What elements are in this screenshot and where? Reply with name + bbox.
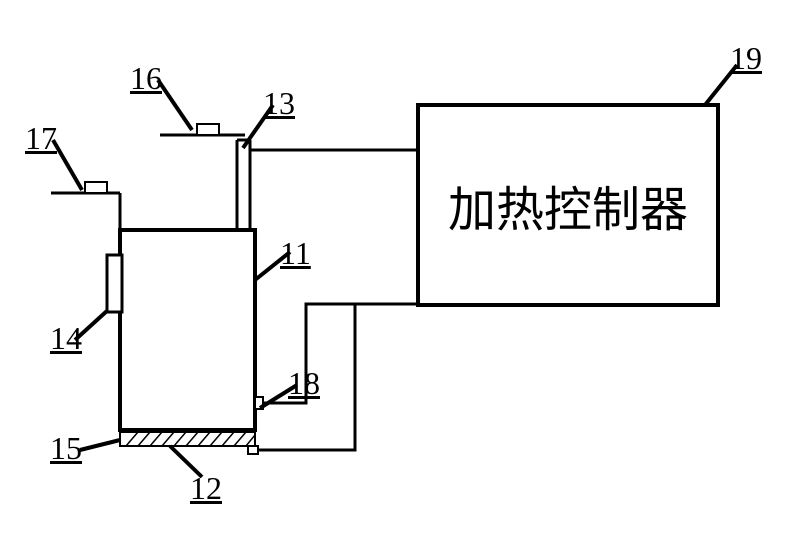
left-cap <box>85 182 107 193</box>
sensor-tab-15 <box>248 446 258 454</box>
label-15: 15 <box>50 430 82 467</box>
left-attachment <box>107 255 122 312</box>
diagram-container: 加热控制器 11 12 13 14 15 16 17 18 19 <box>0 0 790 539</box>
controller-text: 加热控制器 <box>418 105 718 305</box>
top-cap <box>197 124 219 135</box>
wire-18-controller <box>263 304 418 403</box>
leader-16 <box>158 80 192 130</box>
label-17: 17 <box>25 120 57 157</box>
label-12: 12 <box>190 470 222 507</box>
leader-15 <box>80 440 120 450</box>
label-14: 14 <box>50 320 82 357</box>
label-13: 13 <box>263 85 295 122</box>
label-19: 19 <box>730 40 762 77</box>
label-18: 18 <box>288 365 320 402</box>
label-11: 11 <box>280 235 311 272</box>
main-cylinder <box>120 230 255 430</box>
label-16: 16 <box>130 60 162 97</box>
leader-17 <box>53 140 82 190</box>
